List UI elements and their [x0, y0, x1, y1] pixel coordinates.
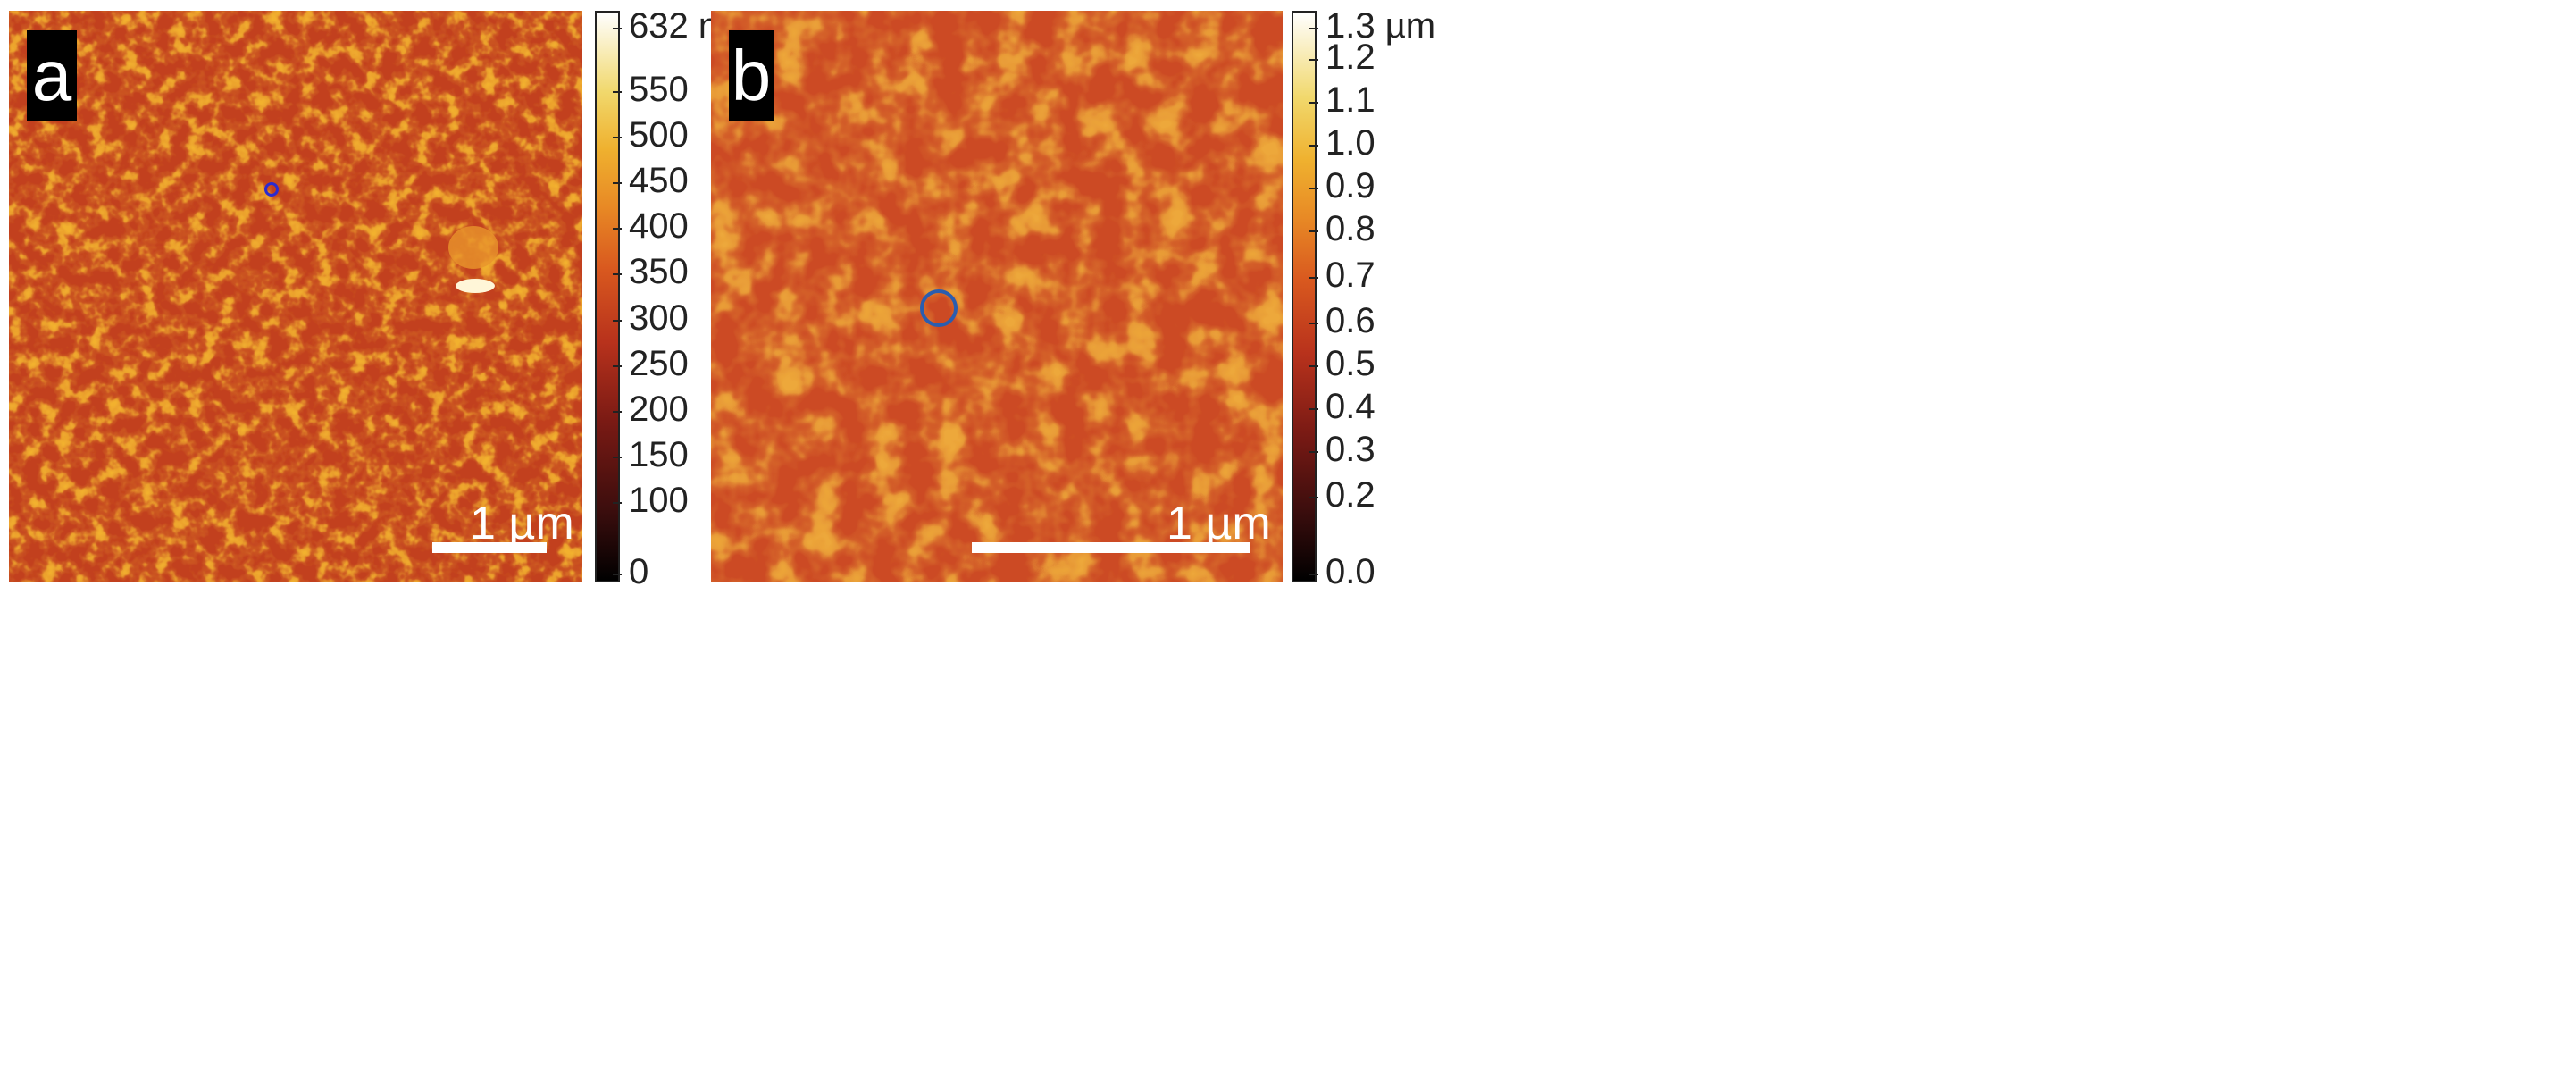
colorbar-tick-mark [613, 574, 622, 576]
colorbar-tick-mark [613, 28, 622, 30]
colorbar-tick-mark [1309, 145, 1318, 147]
colorbar-tick-mark [613, 273, 622, 276]
colorbar-tick-label: 450 [629, 161, 689, 200]
colorbar-tick-label: 1.3 µm [1326, 6, 1436, 46]
colorbar-tick-mark [1309, 230, 1318, 233]
colorbar-tick-label: 0 [629, 552, 649, 592]
afm-height-map-a [9, 11, 582, 582]
colorbar-tick-label: 300 [629, 297, 689, 338]
colorbar-tick-mark [613, 228, 622, 230]
scale-bar-b [972, 542, 1250, 553]
afm-image-a: a 1 µm [9, 11, 582, 582]
colorbar-tick-label: 1.0 [1326, 123, 1376, 163]
colorbar-tick-mark [1309, 188, 1318, 190]
scale-bar-label-a: 1 µm [470, 498, 574, 549]
colorbar-tick-mark [1309, 407, 1318, 410]
colorbar-tick-label: 350 [629, 252, 689, 292]
colorbar-tick-label: 400 [629, 206, 689, 247]
scale-bar-label-b: 1 µm [1167, 498, 1271, 549]
colorbar-tick-label: 0.9 [1326, 166, 1376, 206]
colorbar-tick-mark [1309, 276, 1318, 279]
colorbar-tick-mark [1309, 28, 1318, 30]
colorbar-tick-label: 200 [629, 390, 689, 429]
marker-circle-a [264, 182, 279, 197]
colorbar-tick-label: 100 [629, 481, 689, 521]
colorbar-tick-label: 0.2 [1326, 475, 1376, 515]
colorbar-tick-label: 1.1 [1326, 80, 1376, 121]
colorbar-tick-label: 1.2 [1326, 38, 1376, 78]
colorbar-tick-mark [1309, 574, 1318, 576]
marker-circle-b [920, 289, 958, 327]
scale-bar-a [432, 542, 547, 553]
colorbar-tick-label: 150 [629, 435, 689, 475]
colorbar-tick-label: 0.5 [1326, 343, 1376, 383]
colorbar-tick-label: 0.0 [1326, 552, 1376, 592]
colorbar-a [595, 11, 620, 582]
colorbar-tick-label: 0.8 [1326, 209, 1376, 249]
colorbar-tick-mark [1309, 450, 1318, 453]
colorbar-tick-label: 0.7 [1326, 255, 1376, 295]
colorbar-tick-mark [613, 182, 622, 184]
panel-label-a: a [27, 30, 77, 121]
colorbar-tick-label: 0.4 [1326, 386, 1376, 426]
colorbar-tick-mark [613, 319, 622, 322]
colorbar-tick-mark [1309, 364, 1318, 367]
colorbar-tick-mark [1309, 322, 1318, 324]
colorbar-tick-mark [1309, 497, 1318, 498]
colorbar-tick-mark [613, 364, 622, 367]
panel-label-b: b [729, 30, 774, 121]
colorbar-tick-label: 550 [629, 69, 689, 109]
colorbar-tick-label: 500 [629, 114, 689, 155]
afm-image-b: b 1 µm [711, 11, 1283, 582]
colorbar-tick-mark [613, 457, 622, 459]
colorbar-tick-mark [1309, 59, 1318, 62]
colorbar-tick-mark [613, 90, 622, 93]
colorbar-tick-mark [1309, 102, 1318, 105]
colorbar-tick-mark [613, 136, 622, 138]
colorbar-b [1292, 11, 1317, 582]
colorbar-tick-mark [613, 411, 622, 413]
colorbar-tick-label: 0.3 [1326, 429, 1376, 469]
colorbar-tick-mark [613, 502, 622, 505]
colorbar-tick-label: 0.6 [1326, 300, 1376, 340]
afm-height-map-b [711, 11, 1283, 582]
colorbar-tick-label: 250 [629, 343, 689, 383]
